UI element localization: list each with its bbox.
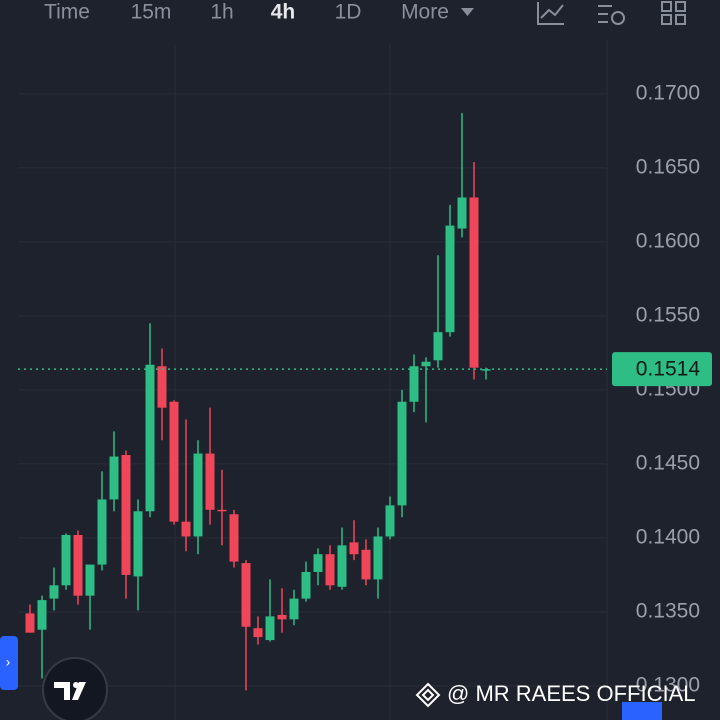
candle-body: [181, 521, 191, 537]
candle-body: [49, 585, 59, 599]
candle-body: [373, 536, 383, 580]
candle-body: [445, 225, 455, 333]
plot: 0.13000.13500.14000.14500.15000.15500.16…: [18, 81, 712, 697]
candle-body: [205, 453, 215, 510]
candle-body: [169, 401, 179, 522]
candle-body: [61, 534, 71, 586]
candle-body: [469, 197, 479, 368]
watermark: @ MR RAEES OFFICIAL: [447, 681, 695, 706]
timeframe-button[interactable]: 15m: [131, 1, 172, 24]
timeframe-button[interactable]: More: [401, 1, 449, 24]
candle-body: [241, 563, 251, 627]
candle-body: [85, 564, 95, 596]
candle-body: [421, 361, 431, 367]
scroll-button[interactable]: [622, 702, 662, 720]
candle-body: [457, 197, 467, 229]
tv-logo: [42, 657, 108, 720]
candle-body: [253, 628, 263, 638]
candle-body: [217, 509, 227, 512]
candle-body: [157, 366, 167, 408]
layout-icon[interactable]: [661, 1, 686, 25]
candle-body: [313, 554, 323, 572]
timeframe-button[interactable]: 4h: [271, 1, 296, 24]
side-tab[interactable]: [0, 636, 18, 690]
toolbar: Time 15m 1h 4h 1D More: [44, 1, 686, 25]
candle-body: [289, 598, 299, 620]
candle-body: [193, 453, 203, 537]
candle-body: [325, 554, 335, 586]
timeframe-button[interactable]: 1h: [210, 1, 233, 24]
last-price-label: 0.1514: [636, 358, 701, 381]
settings-icon[interactable]: [598, 5, 625, 25]
candle-body: [73, 534, 83, 596]
y-tick-label: 0.1450: [636, 451, 700, 474]
candle-body: [37, 600, 47, 630]
side-tab-arrow: ›: [6, 654, 11, 670]
indicator-icon[interactable]: [537, 2, 564, 25]
candle-body: [361, 549, 371, 580]
last-price-tag: [612, 352, 712, 387]
candle-body: [397, 401, 407, 506]
y-tick-label: 0.1400: [636, 525, 700, 548]
candle-body: [433, 332, 443, 361]
candle-body: [265, 616, 275, 641]
candle-body: [409, 366, 419, 402]
dropdown-arrow: [461, 8, 474, 16]
candle-body: [385, 505, 395, 537]
timeframe-button[interactable]: 1D: [335, 1, 362, 24]
y-tick-label: 0.1600: [636, 229, 700, 252]
candle-body: [277, 614, 287, 620]
timeframe-button[interactable]: Time: [44, 1, 90, 24]
y-tick-label: 0.1550: [636, 303, 700, 326]
candle-body: [121, 455, 131, 575]
candle-body: [97, 499, 107, 565]
y-tick-label: 0.1700: [636, 81, 700, 104]
y-tick-label: 0.1300: [636, 674, 700, 697]
candle-body: [337, 545, 347, 587]
candle-body: [349, 542, 359, 555]
candle-body: [133, 511, 143, 577]
candle-body: [229, 514, 239, 562]
watermark-icon: [415, 682, 441, 708]
y-tick-label: 0.1650: [636, 155, 700, 178]
y-tick-label: 0.1350: [636, 599, 700, 622]
candle-body: [109, 456, 119, 500]
candle-body: [145, 364, 155, 512]
candle-body: [301, 571, 311, 599]
candle-body: [25, 613, 35, 633]
